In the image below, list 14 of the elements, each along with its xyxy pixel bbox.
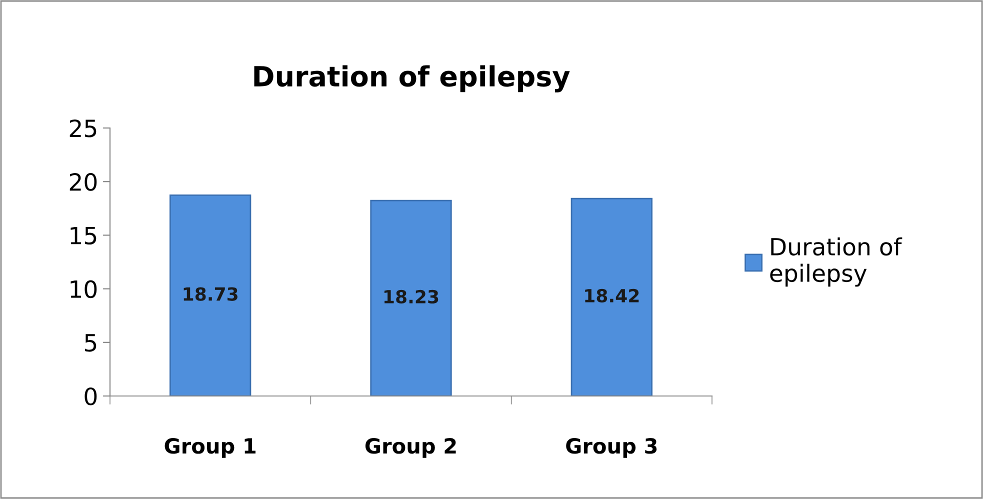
x-tick-label: Group 3 [566, 438, 657, 458]
data-label: 18.23 [384, 290, 438, 304]
x-tick-label: Group 2 [365, 438, 456, 458]
data-label: 18.42 [585, 288, 639, 303]
y-tick-label: 10 [70, 280, 97, 298]
data-label: 18.73 [184, 287, 238, 301]
y-tick-label: 25 [70, 119, 96, 138]
y-tick-label: 20 [70, 173, 97, 191]
chart-title: Duration of epilepsy [254, 65, 570, 92]
legend-label: Duration of epilepsy [770, 237, 902, 287]
y-tick-label: 15 [70, 226, 96, 245]
x-tick-label: Group 1 [164, 438, 256, 458]
y-tick-label: 5 [84, 334, 96, 352]
y-tick-label: 0 [84, 387, 97, 406]
